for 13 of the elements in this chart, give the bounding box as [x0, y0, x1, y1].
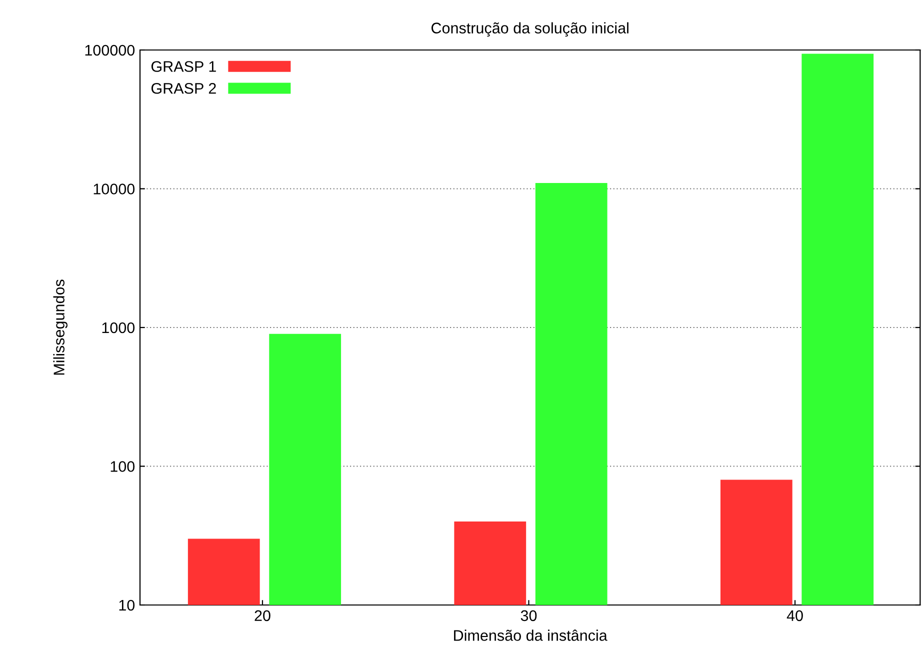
y-tick-label: 1000	[102, 322, 135, 334]
x-tick-label: 40	[786, 610, 803, 622]
chart-title: Construção da solução inicial	[432, 22, 628, 37]
legend-label: GRASP 1	[151, 61, 216, 72]
y-tick-label: 10	[119, 600, 135, 611]
y-tick-label: 100	[110, 461, 135, 472]
y-tick-label: 100000	[85, 44, 135, 56]
x-axis-title: Dimensão da instância	[454, 630, 608, 641]
legend-label: GRASP 2	[151, 82, 216, 94]
x-tick-label: 30	[520, 610, 537, 622]
y-axis-title: Milissegundos	[53, 280, 68, 375]
y-tick-label: 10000	[94, 184, 135, 194]
x-tick-label: 20	[254, 610, 270, 622]
